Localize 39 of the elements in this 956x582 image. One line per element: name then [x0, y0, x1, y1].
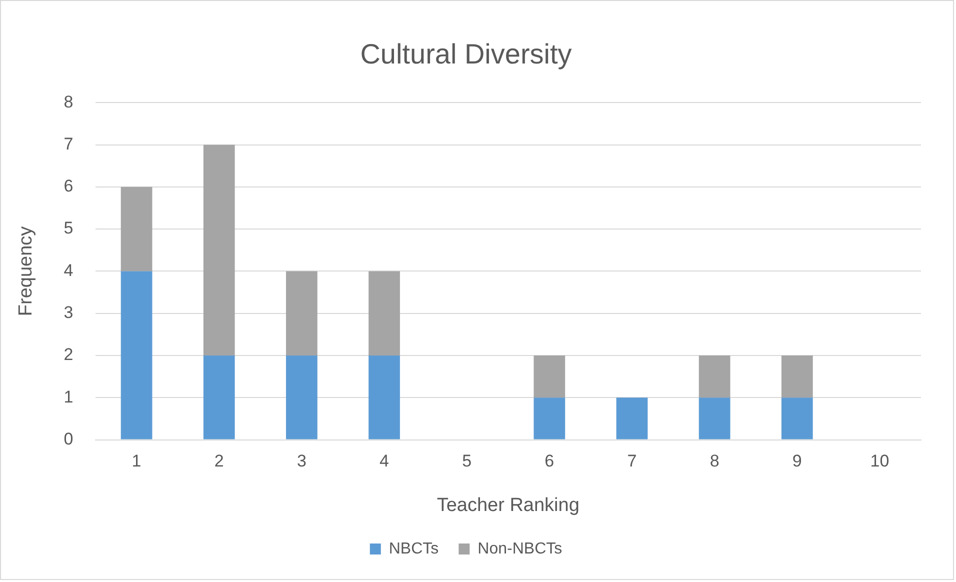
bar [534, 398, 566, 440]
legend-label: Non-NBCTs [478, 540, 562, 558]
y-tick-label: 2 [64, 345, 74, 364]
x-tick-label: 6 [544, 452, 554, 471]
bar [120, 186, 152, 272]
y-tick-label: 4 [64, 260, 74, 280]
y-tick-label: 7 [64, 134, 74, 154]
y-tick-label: 3 [64, 303, 74, 322]
bar [368, 356, 400, 440]
bar [203, 144, 235, 356]
bar [534, 356, 566, 398]
bar [698, 398, 730, 440]
x-tick-label: 2 [214, 452, 224, 471]
x-tick-label: 1 [132, 452, 142, 471]
bar [698, 356, 730, 398]
y-tick-label: 1 [64, 387, 74, 406]
x-tick-label: 5 [462, 452, 472, 471]
legend-label: NBCTs [388, 540, 439, 558]
x-tick-label: 9 [792, 452, 802, 471]
bar [781, 356, 813, 398]
y-tick-label: 8 [64, 92, 74, 112]
bar [203, 356, 235, 440]
bar [286, 356, 318, 440]
x-tick-label: 8 [710, 452, 720, 471]
x-tick-label: 4 [380, 452, 389, 471]
x-tick-label: 10 [870, 452, 890, 471]
y-tick-label: 5 [64, 218, 74, 238]
bar [616, 398, 648, 440]
bar [120, 271, 152, 440]
x-tick-label: 7 [627, 452, 637, 471]
x-tick-label: 3 [296, 452, 306, 471]
y-tick-label: 6 [64, 176, 74, 196]
y-axis-title: Frequency [16, 226, 37, 316]
y-tick-label: 0 [64, 429, 74, 448]
bar [368, 271, 400, 356]
x-axis-title: Teacher Ranking [436, 494, 580, 516]
bar [781, 398, 813, 440]
bar [286, 271, 318, 356]
chart-title: Cultural Diversity [360, 38, 572, 70]
